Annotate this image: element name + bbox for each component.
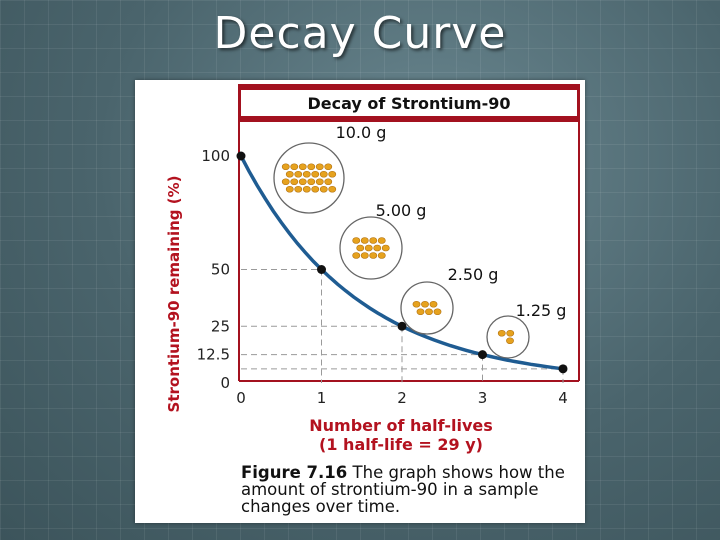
sample-circle xyxy=(486,315,530,359)
sample-dot xyxy=(369,252,378,259)
data-point xyxy=(397,321,407,331)
sample-dot xyxy=(311,170,320,178)
sample-mass-label: 10.0 g xyxy=(336,123,387,142)
sample-dot xyxy=(360,252,369,259)
sample-dot xyxy=(429,300,438,308)
sample-dot xyxy=(352,237,361,244)
sample-mass-label: 1.25 g xyxy=(516,301,567,320)
y-tick-label: 50 xyxy=(211,261,230,279)
sample-dot xyxy=(311,185,320,193)
x-tick-label: 4 xyxy=(558,389,568,407)
sample-dot xyxy=(298,163,307,171)
x-axis-label: Number of half-lives xyxy=(309,416,493,435)
sample-dot xyxy=(319,170,328,178)
sample-dot xyxy=(416,308,425,316)
x-tick-label: 1 xyxy=(317,389,327,407)
sample-dot xyxy=(324,163,333,171)
sample-dot xyxy=(290,163,299,171)
x-axis-label-line2: (1 half-life = 29 y) xyxy=(319,435,483,454)
sample-group: 1.25 g xyxy=(486,301,567,359)
chart-title-box xyxy=(241,90,577,116)
sample-group: 10.0 g xyxy=(273,123,387,214)
y-tick-label: 100 xyxy=(201,147,230,165)
data-point xyxy=(558,364,568,374)
sample-circle xyxy=(400,281,454,335)
sample-dot xyxy=(290,178,299,186)
sample-dot xyxy=(302,170,311,178)
sample-group: 5.00 g xyxy=(339,201,427,280)
sample-dot xyxy=(298,178,307,186)
chart-title: Decay of Strontium-90 xyxy=(308,94,511,113)
sample-dot xyxy=(412,300,421,308)
sample-dot xyxy=(307,163,316,171)
sample-dot xyxy=(328,170,337,178)
data-point xyxy=(236,151,246,161)
caption-figure-number: Figure 7.16 xyxy=(241,463,348,482)
slide-title: Decay Curve xyxy=(213,8,507,59)
sample-dot xyxy=(506,337,514,345)
figure-caption: Figure 7.16 The graph shows how the amou… xyxy=(241,464,581,515)
sample-dot xyxy=(377,237,386,244)
sample-dot xyxy=(421,300,429,308)
sample-dot xyxy=(285,170,294,178)
x-tick-label: 2 xyxy=(397,389,407,407)
y-tick-label: 12.5 xyxy=(197,346,230,364)
sample-dot xyxy=(373,244,382,252)
y-axis-label: Strontium-90 remaining (%) xyxy=(165,176,183,413)
sample-dot xyxy=(381,244,390,252)
sample-dot xyxy=(315,178,324,186)
x-tick-label: 0 xyxy=(236,389,246,407)
sample-circle xyxy=(273,142,345,214)
sample-dot xyxy=(356,244,365,252)
sample-dot xyxy=(302,185,311,193)
sample-dot xyxy=(369,237,378,244)
sample-dot xyxy=(281,178,290,186)
sample-dot xyxy=(294,185,303,193)
sample-dot xyxy=(324,178,333,186)
sample-dot xyxy=(506,329,515,337)
sample-dot xyxy=(319,185,328,193)
sample-dot xyxy=(315,163,324,171)
sample-dot xyxy=(328,185,337,193)
sample-dot xyxy=(285,185,294,193)
caption-text: The graph shows how the amount of stront… xyxy=(241,463,565,516)
sample-dot xyxy=(364,244,373,252)
sample-dot xyxy=(433,308,442,316)
y-tick-label: 25 xyxy=(211,317,230,335)
decay-chart: Decay of Strontium-90 Strontium-90 remai… xyxy=(165,84,580,454)
sample-dot xyxy=(425,308,433,316)
data-point xyxy=(478,350,487,360)
sample-dot xyxy=(307,178,316,186)
sample-dot xyxy=(281,163,290,171)
data-point xyxy=(317,265,326,274)
sample-group: 2.50 g xyxy=(400,265,499,335)
y-tick-label: 0 xyxy=(220,374,230,392)
figure-panel: Decay of Strontium-90 Strontium-90 remai… xyxy=(135,80,585,523)
sample-mass-label: 5.00 g xyxy=(376,201,427,220)
x-tick-label: 3 xyxy=(478,389,488,407)
sample-dot xyxy=(497,329,506,337)
sample-dot xyxy=(294,170,303,178)
sample-dot xyxy=(377,252,386,259)
sample-dot xyxy=(352,252,361,259)
sample-dot xyxy=(360,237,369,244)
sample-mass-label: 2.50 g xyxy=(448,265,499,284)
